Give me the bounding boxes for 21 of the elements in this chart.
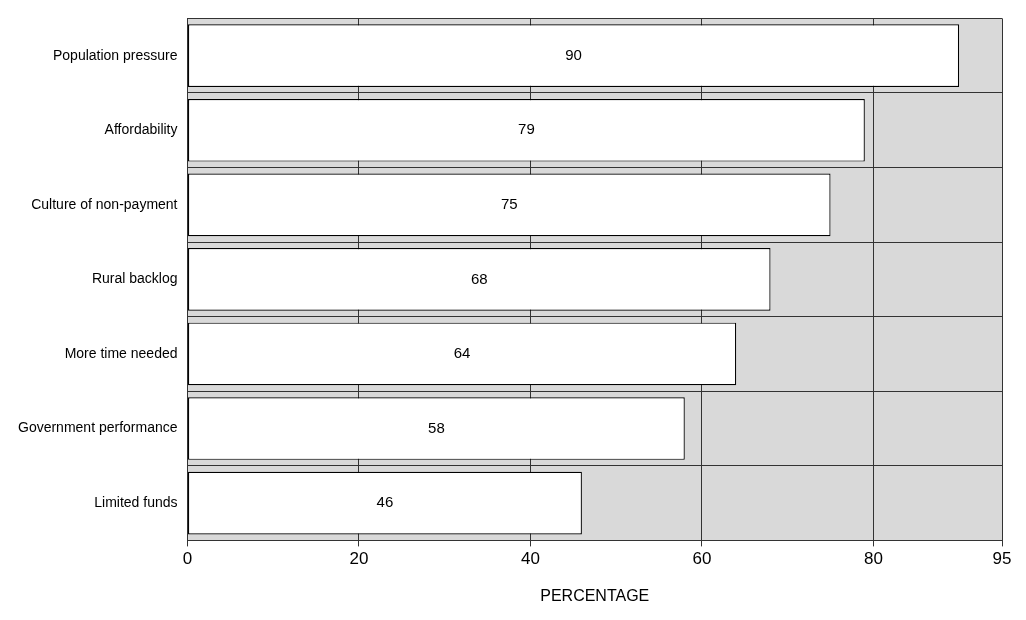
data-label: 75	[500, 194, 518, 212]
data-label: 79	[518, 120, 535, 138]
data-label: 46	[376, 493, 394, 511]
y-tick-label: Limited funds	[94, 493, 178, 510]
y-tick-label: Rural backlog	[91, 270, 178, 287]
x-tick-label: 60	[692, 549, 712, 569]
data-label: 90	[565, 45, 582, 63]
x-tick-label: 0	[182, 549, 193, 569]
x-tick-label: 40	[521, 549, 540, 569]
x-tick-label: 80	[863, 549, 883, 569]
x-tick-label: 20	[349, 549, 369, 569]
data-label: 68	[470, 269, 488, 287]
y-tick-label: More time needed	[64, 344, 178, 361]
data-label: 64	[453, 344, 471, 362]
x-axis-title: PERCENTAGE	[540, 586, 650, 604]
x-tick-label: 95	[992, 549, 1012, 569]
y-tick-label: Culture of non-payment	[31, 195, 178, 212]
y-tick-label: Population pressure	[52, 46, 178, 63]
data-label: 58	[428, 418, 445, 436]
y-tick-label: Government performance	[17, 419, 178, 436]
y-tick-label: Affordability	[104, 121, 178, 138]
